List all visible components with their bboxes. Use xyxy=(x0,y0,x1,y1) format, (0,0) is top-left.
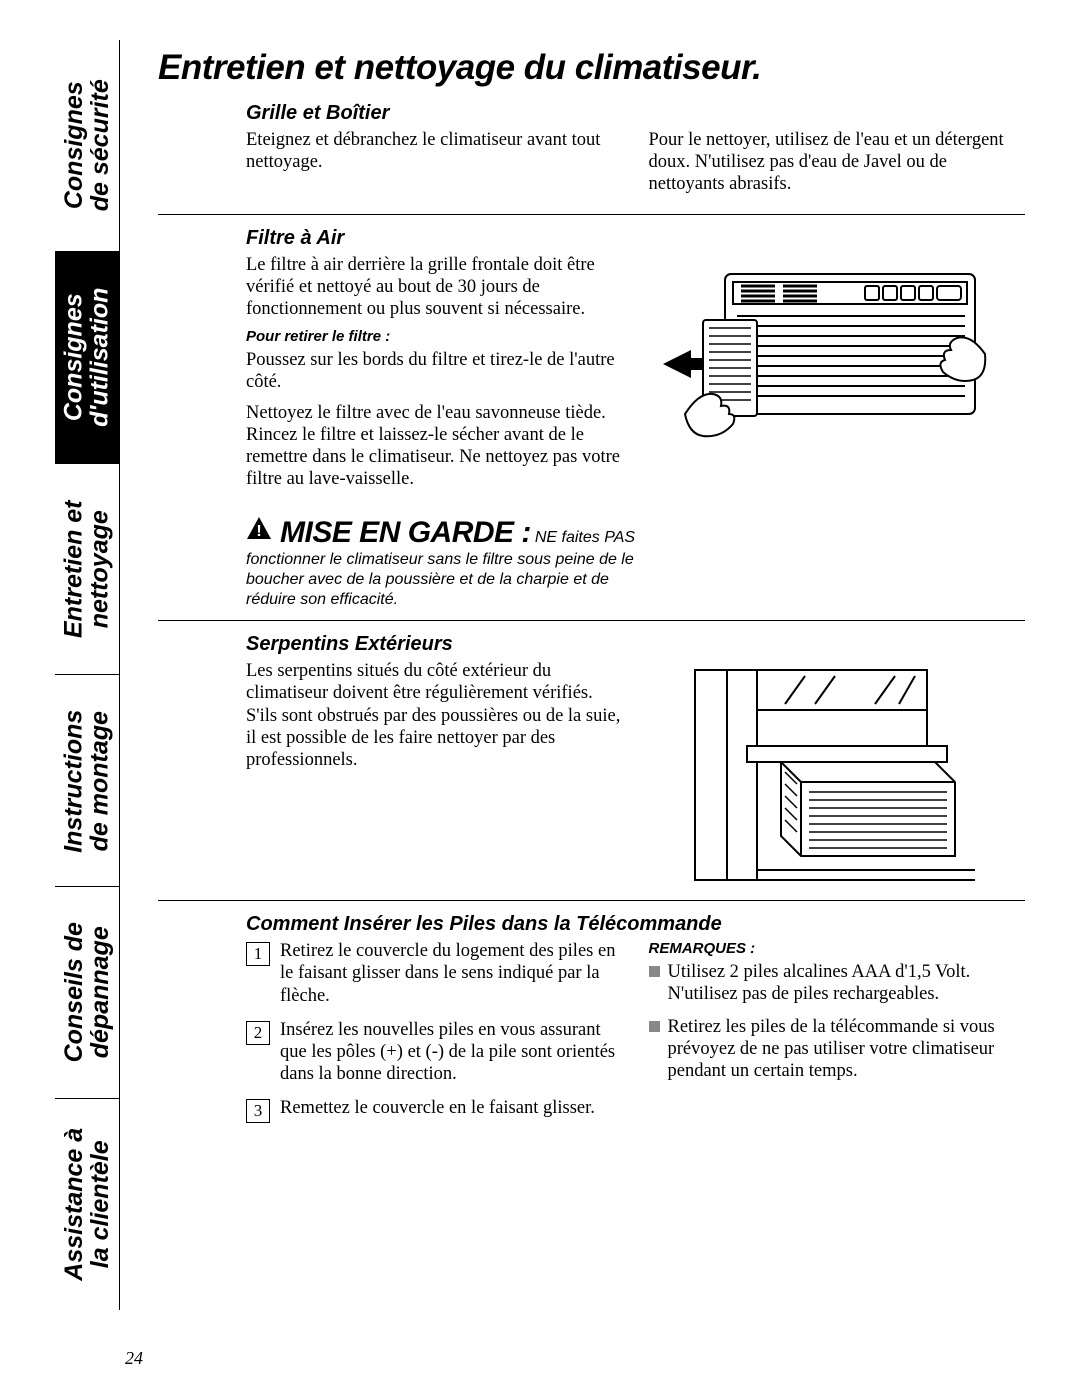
tab-label: d'utilisation xyxy=(86,288,114,427)
section-filter: Filtre à Air Le filtre à air derrière la… xyxy=(158,227,1025,611)
tab-label: Entretien et xyxy=(60,500,88,638)
section-heading: Filtre à Air xyxy=(246,227,1025,250)
note-item: Retirez les piles de la télécommande si … xyxy=(649,1016,1026,1083)
divider xyxy=(158,214,1025,215)
tab-label: Consignes xyxy=(60,82,88,210)
warning-body: fonctionner le climatiseur sans le filtr… xyxy=(246,550,646,610)
bullet-icon xyxy=(649,1021,660,1032)
note-text: Retirez les piles de la télécommande si … xyxy=(668,1016,1026,1083)
tab-care[interactable]: Entretien etnettoyage xyxy=(55,463,119,675)
warning-title: MISE EN GARDE : xyxy=(280,516,531,549)
body-text: Eteignez et débranchez le climatiseur av… xyxy=(246,129,623,196)
tab-label: nettoyage xyxy=(86,510,114,628)
tab-label: Assistance à xyxy=(60,1128,88,1281)
warning-icon: ! xyxy=(246,516,272,545)
tab-label: de sécurité xyxy=(86,79,114,211)
step-number: 1 xyxy=(246,942,270,966)
tab-install[interactable]: Instructionsde montage xyxy=(55,674,119,886)
step-number: 2 xyxy=(246,1021,270,1045)
coils-figure xyxy=(685,660,985,890)
bullet-icon xyxy=(649,966,660,977)
body-text: Les serpentins situés du côté extérieur … xyxy=(246,660,626,771)
tab-label: Instructions xyxy=(60,709,88,852)
section-heading: Serpentins Extérieurs xyxy=(246,633,1025,656)
tab-troubleshoot[interactable]: Conseils dedépannage xyxy=(55,886,119,1098)
note-item: Utilisez 2 piles alcalines AAA d'1,5 Vol… xyxy=(649,961,1026,1005)
svg-text:!: ! xyxy=(256,523,261,540)
divider xyxy=(158,620,1025,621)
step-text: Insérez les nouvelles piles en vous assu… xyxy=(280,1019,623,1086)
tab-label: Conseils de xyxy=(60,923,88,1063)
divider xyxy=(158,900,1025,901)
note-text: Utilisez 2 piles alcalines AAA d'1,5 Vol… xyxy=(668,961,1026,1005)
tab-label: dépannage xyxy=(86,927,114,1059)
tab-safety[interactable]: Consignesde sécurité xyxy=(55,40,119,251)
step-item: 3 Remettez le couvercle en le faisant gl… xyxy=(246,1097,623,1123)
section-grille: Grille et Boîtier Eteignez et débranchez… xyxy=(158,102,1025,204)
tab-label: la clientèle xyxy=(86,1141,114,1269)
sub-heading: Pour retirer le filtre : xyxy=(246,328,626,345)
section-heading: Comment Insérer les Piles dans la Téléco… xyxy=(246,913,1025,936)
manual-page: Consignesde sécurité Consignesd'utilisat… xyxy=(55,40,1035,1350)
step-text: Retirez le couvercle du logement des pil… xyxy=(280,940,623,1007)
notes-heading: REMARQUES : xyxy=(649,940,1026,957)
warning-text: NE faites PAS xyxy=(535,529,635,546)
warning-block: ! MISE EN GARDE : NE faites PAS fonction… xyxy=(246,516,646,610)
section-heading: Grille et Boîtier xyxy=(246,102,1025,125)
body-text: Poussez sur les bords du filtre et tirez… xyxy=(246,349,626,393)
section-batteries: Comment Insérer les Piles dans la Téléco… xyxy=(158,913,1025,1135)
body-text: Nettoyez le filtre avec de l'eau savonne… xyxy=(246,402,626,491)
page-title: Entretien et nettoyage du climatiseur. xyxy=(158,48,1025,88)
page-number: 24 xyxy=(125,1348,143,1369)
tab-operating[interactable]: Consignesd'utilisation xyxy=(55,251,119,463)
tab-support[interactable]: Assistance àla clientèle xyxy=(55,1098,119,1310)
step-item: 1 Retirez le couvercle du logement des p… xyxy=(246,940,623,1007)
tab-label: Consignes xyxy=(60,293,88,421)
filter-figure xyxy=(655,254,1015,454)
side-tabs: Consignesde sécurité Consignesd'utilisat… xyxy=(55,40,120,1310)
body-text: Le filtre à air derrière la grille front… xyxy=(246,254,626,321)
step-number: 3 xyxy=(246,1099,270,1123)
page-content: Entretien et nettoyage du climatiseur. G… xyxy=(120,40,1035,1350)
step-item: 2 Insérez les nouvelles piles en vous as… xyxy=(246,1019,623,1086)
tab-label: de montage xyxy=(86,711,114,851)
section-coils: Serpentins Extérieurs Les serpentins sit… xyxy=(158,633,1025,890)
step-text: Remettez le couvercle en le faisant glis… xyxy=(280,1097,595,1123)
body-text: Pour le nettoyer, utilisez de l'eau et u… xyxy=(649,129,1026,196)
